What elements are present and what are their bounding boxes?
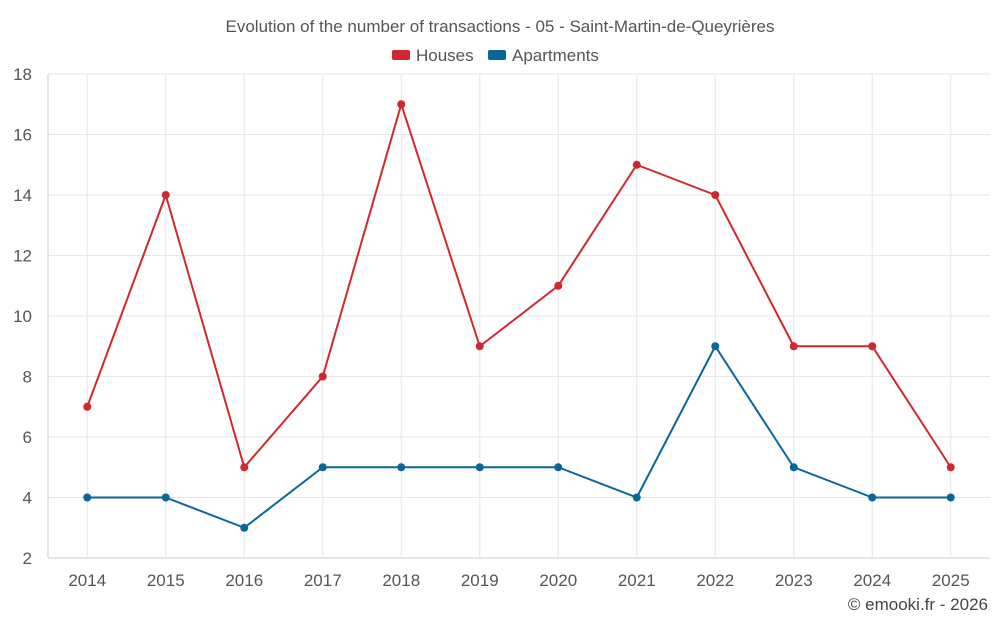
data-point-houses[interactable] — [554, 281, 563, 290]
x-tick-label: 2023 — [775, 571, 813, 590]
data-point-apartments[interactable] — [554, 463, 563, 472]
data-point-houses[interactable] — [789, 342, 798, 351]
data-point-apartments[interactable] — [318, 463, 327, 472]
data-point-houses[interactable] — [397, 100, 406, 109]
x-tick-label: 2017 — [304, 571, 342, 590]
series-layer — [83, 100, 955, 532]
x-tick-label: 2024 — [853, 571, 891, 590]
y-tick-label: 4 — [23, 489, 32, 508]
data-point-houses[interactable] — [475, 342, 484, 351]
x-tick-label: 2018 — [382, 571, 420, 590]
y-tick-label: 6 — [23, 428, 32, 447]
y-tick-label: 10 — [13, 307, 32, 326]
x-tick-label: 2025 — [932, 571, 970, 590]
data-point-houses[interactable] — [83, 402, 92, 411]
series-houses — [83, 100, 955, 472]
x-tick-label: 2022 — [696, 571, 734, 590]
grid — [47, 73, 990, 559]
credit-text: © emooki.fr - 2026 — [848, 595, 988, 614]
data-point-houses[interactable] — [318, 372, 327, 381]
y-tick-label: 2 — [23, 549, 32, 568]
y-tick-label: 8 — [23, 368, 32, 387]
x-tick-label: 2014 — [68, 571, 106, 590]
data-point-apartments[interactable] — [83, 493, 92, 502]
chart-title: Evolution of the number of transactions … — [226, 17, 775, 36]
series-apartments — [83, 342, 955, 532]
data-point-apartments[interactable] — [161, 493, 170, 502]
y-tick-label: 12 — [13, 247, 32, 266]
data-point-apartments[interactable] — [946, 493, 955, 502]
data-point-houses[interactable] — [711, 191, 720, 199]
series-line-apartments — [87, 345, 951, 529]
legend-label-houses[interactable]: Houses — [416, 46, 474, 65]
x-tick-label: 2020 — [539, 571, 577, 590]
data-point-apartments[interactable] — [868, 493, 877, 502]
data-point-apartments[interactable] — [632, 493, 641, 502]
data-point-houses[interactable] — [161, 191, 170, 199]
x-tick-label: 2019 — [461, 571, 499, 590]
x-tick-label: 2015 — [147, 571, 185, 590]
legend-swatch-houses — [392, 50, 410, 60]
x-tick-label: 2021 — [618, 571, 656, 590]
y-tick-label: 18 — [13, 65, 32, 84]
data-point-apartments[interactable] — [397, 463, 406, 472]
y-tick-label: 14 — [13, 186, 32, 205]
legend: Houses Apartments — [392, 46, 599, 65]
legend-label-apartments[interactable]: Apartments — [512, 46, 599, 65]
data-point-houses[interactable] — [240, 463, 249, 472]
y-axis-ticks: 2 4 6 8 10 12 14 16 18 — [13, 65, 32, 568]
data-point-apartments[interactable] — [789, 463, 798, 472]
data-point-apartments[interactable] — [240, 523, 249, 532]
series-line-houses — [86, 103, 952, 469]
legend-swatch-apartments — [488, 50, 506, 60]
data-point-apartments[interactable] — [711, 342, 720, 351]
x-tick-label: 2016 — [225, 571, 263, 590]
y-tick-label: 16 — [13, 126, 32, 145]
x-axis-ticks: 2014 2015 2016 2017 2018 2019 2020 2021 2022 2023… — [68, 571, 969, 590]
data-point-houses[interactable] — [632, 160, 641, 169]
data-point-houses[interactable] — [868, 342, 877, 351]
data-point-houses[interactable] — [946, 463, 955, 472]
data-point-apartments[interactable] — [475, 463, 484, 472]
